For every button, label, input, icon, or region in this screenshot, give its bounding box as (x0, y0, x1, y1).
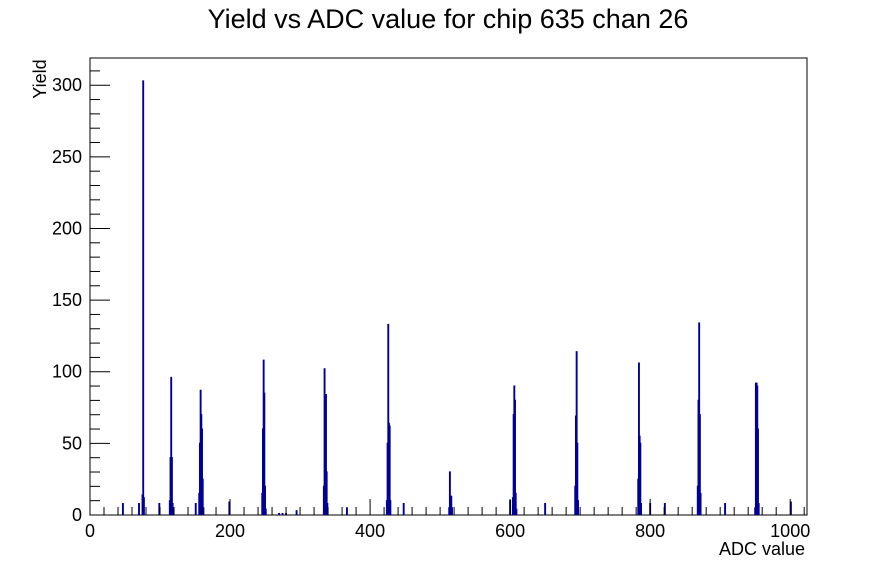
y-axis: 0 50 100 150 200 250 300 (52, 70, 110, 525)
histogram-bin (388, 425, 391, 515)
histogram-bin (121, 502, 124, 515)
histogram-bin (514, 492, 517, 515)
x-axis: 0 200 400 600 800 1000 (85, 499, 810, 541)
y-tick-label: 150 (52, 290, 82, 310)
histogram-bin (757, 428, 759, 515)
x-tick-label: 400 (355, 521, 385, 541)
x-tick-label: 200 (215, 521, 245, 541)
x-tick-label: 0 (85, 521, 95, 541)
y-tick-label: 100 (52, 362, 82, 382)
y-tick-label: 50 (62, 433, 82, 453)
histogram-bin (346, 507, 348, 515)
x-tick-label: 600 (495, 521, 525, 541)
histogram-bin (450, 495, 453, 515)
y-tick-label: 300 (52, 75, 82, 95)
histogram-bin (194, 502, 197, 515)
chart-title: Yield vs ADC value for chip 635 chan 26 (208, 4, 689, 34)
histogram-bin (202, 507, 205, 515)
histogram-bin (295, 510, 298, 515)
histogram-bin (515, 508, 518, 515)
histogram-bin (278, 512, 280, 515)
y-tick-label: 250 (52, 147, 82, 167)
y-tick-label: 200 (52, 218, 82, 238)
histogram-bin (171, 502, 174, 515)
histogram-bin (325, 471, 328, 515)
y-axis-label: Yield (30, 59, 50, 98)
histogram-bin (576, 442, 579, 515)
histogram-bin (544, 502, 547, 515)
histogram-bin (281, 512, 284, 515)
histogram-bin (575, 351, 578, 515)
histogram-bin (402, 502, 405, 515)
x-tick-label: 1000 (770, 521, 810, 541)
histogram-bin (757, 502, 760, 515)
histogram-bin (142, 497, 145, 515)
histogram-bin (639, 442, 642, 515)
histogram-bin (389, 500, 392, 515)
histogram-bins (121, 80, 792, 515)
histogram-bin (264, 485, 266, 515)
histogram-bin (514, 399, 516, 515)
histogram-bin (142, 80, 145, 515)
histogram-bin (448, 471, 451, 515)
histogram-bin (698, 414, 701, 515)
histogram-bin (724, 502, 727, 515)
y-tick-label: 0 (72, 505, 82, 525)
histogram-bin (451, 507, 453, 515)
x-axis-label: ADC value (719, 539, 805, 559)
x-tick-label: 800 (635, 521, 665, 541)
histogram-bin (264, 508, 267, 515)
histogram-bin (263, 392, 266, 515)
histogram-bin (577, 500, 579, 515)
histogram-bin (138, 502, 140, 515)
histogram-bin (201, 428, 203, 515)
histogram-bin (387, 323, 390, 515)
histogram-bin (170, 457, 173, 515)
histogram-bin (640, 502, 642, 515)
histogram-bin (201, 478, 204, 515)
histogram-bin (170, 376, 173, 515)
histogram-bin (699, 492, 702, 515)
histogram-bin (325, 394, 327, 515)
